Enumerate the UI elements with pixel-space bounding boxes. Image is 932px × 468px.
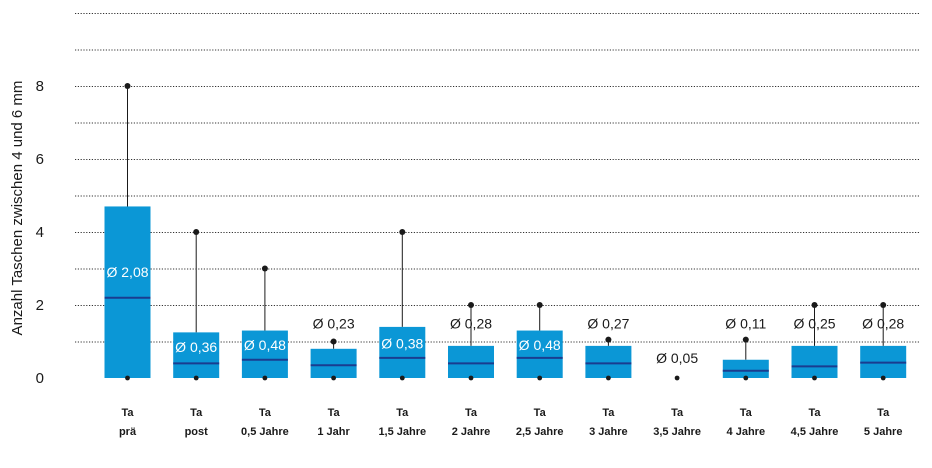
iqr-box	[104, 206, 151, 378]
min-point	[537, 375, 543, 381]
x-tick-label: 5 Jahre	[864, 426, 903, 438]
box-group	[241, 265, 288, 381]
min-point	[674, 375, 680, 381]
mean-label: Ø 0,05	[656, 350, 698, 366]
box-group	[379, 229, 426, 381]
mean-label: Ø 0,28	[862, 315, 904, 331]
x-tick-label: Ta	[121, 407, 134, 419]
x-tick-label: Ta	[396, 407, 409, 419]
min-point	[331, 375, 336, 381]
box-layer	[104, 83, 907, 381]
mean-label: Ø 0,48	[244, 337, 286, 353]
max-point	[124, 83, 131, 89]
mean-label: Ø 0,23	[313, 315, 355, 331]
min-point	[125, 375, 130, 381]
mean-label: Ø 0,25	[793, 315, 835, 331]
y-tick-label: 4	[36, 224, 44, 241]
min-point	[193, 375, 199, 381]
max-point	[468, 302, 474, 308]
max-point	[536, 302, 543, 308]
x-tick-label: Ta	[877, 407, 890, 419]
box-group	[722, 336, 769, 381]
y-tick-label: 0	[36, 370, 44, 387]
mean-label: Ø 0,11	[725, 315, 766, 331]
min-point	[468, 375, 474, 381]
box-group	[448, 302, 494, 381]
max-point	[880, 302, 887, 308]
box-group	[674, 375, 680, 381]
x-tick-label: prä	[119, 426, 137, 438]
iqr-box	[516, 330, 563, 378]
max-point	[399, 229, 406, 235]
max-point	[330, 338, 337, 345]
x-tick-label: Ta	[671, 407, 684, 419]
box-group	[104, 83, 151, 381]
grid-layer	[75, 13, 920, 343]
max-point	[605, 336, 612, 343]
box-group	[310, 338, 357, 381]
mean-label: Ø 0,38	[381, 335, 423, 351]
x-tick-label: Ta	[808, 407, 821, 419]
mean-label: Ø 2,08	[106, 264, 148, 280]
x-tick-label: Ta	[328, 407, 341, 419]
y-tick-label: 2	[36, 297, 44, 314]
y-tick-label: 6	[36, 151, 44, 168]
max-point	[742, 336, 749, 343]
mean-label: Ø 0,48	[519, 337, 561, 353]
mean-label: Ø 0,27	[587, 315, 629, 331]
x-tick-label: 1 Jahr	[317, 426, 350, 438]
label-layer: 0 2 4 6 8 Ø 2,08 Ta prä Ø 0,36 Ta post Ø 0,48 Ta 0,5 …	[36, 78, 905, 438]
y-tick-label: 8	[36, 78, 44, 95]
box-group	[585, 336, 632, 381]
min-point	[812, 375, 817, 381]
box-group	[791, 302, 838, 381]
iqr-box	[310, 348, 357, 378]
iqr-box	[722, 359, 769, 378]
max-point	[193, 229, 200, 235]
x-tick-label: Ta	[259, 407, 272, 419]
x-tick-label: 2,5 Jahre	[516, 426, 564, 438]
x-tick-label: 4,5 Jahre	[791, 426, 839, 438]
x-tick-label: 4 Jahre	[727, 426, 766, 438]
iqr-box	[791, 345, 838, 378]
x-tick-label: Ta	[602, 407, 615, 419]
min-point	[880, 375, 886, 381]
x-tick-label: 0,5 Jahre	[241, 426, 289, 438]
mean-label: Ø 0,28	[450, 315, 492, 331]
min-point	[606, 375, 611, 381]
min-point	[262, 375, 268, 381]
x-tick-label: Ta	[534, 407, 547, 419]
iqr-box	[448, 345, 494, 378]
iqr-box	[241, 330, 288, 378]
max-point	[811, 302, 818, 308]
min-point	[743, 375, 749, 381]
max-point	[261, 265, 268, 272]
iqr-box	[585, 345, 632, 378]
box-group	[860, 302, 907, 381]
x-tick-label: 1,5 Jahre	[378, 426, 426, 438]
x-tick-label: Ta	[190, 407, 203, 419]
iqr-box	[173, 332, 220, 378]
x-tick-label: Ta	[465, 407, 478, 419]
y-axis-label: Anzahl Taschen zwischen 4 und 6 mm	[9, 81, 26, 336]
x-tick-label: 3 Jahre	[589, 426, 628, 438]
x-tick-label: Ta	[740, 407, 753, 419]
x-tick-label: 2 Jahre	[452, 426, 491, 438]
box-group	[173, 229, 220, 381]
mean-label: Ø 0,36	[175, 339, 217, 355]
x-tick-label: post	[185, 426, 209, 438]
iqr-box	[379, 326, 426, 378]
box-group	[516, 302, 563, 381]
min-point	[399, 375, 405, 381]
x-tick-label: 3,5 Jahre	[653, 426, 701, 438]
